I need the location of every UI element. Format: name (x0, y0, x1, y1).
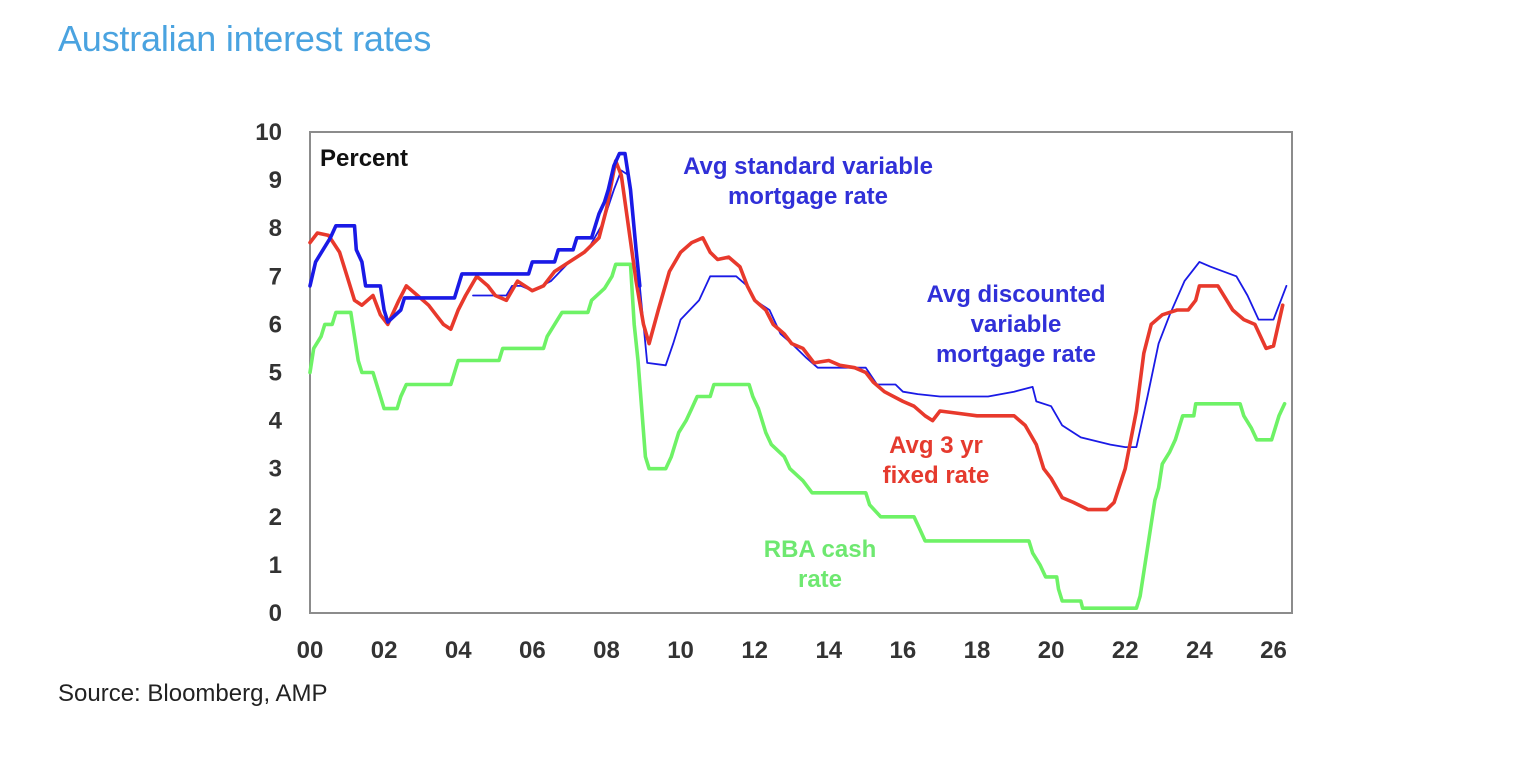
plot-frame (309, 131, 1293, 614)
y-tick-label: 4 (269, 408, 283, 435)
x-tick-label: 16 (890, 637, 917, 664)
series-label-avg-discounted-variable-mortgage-rate: Avg discounted variable mortgage rate (926, 281, 1105, 368)
series-line-avg-3-yr-fixed-rate (308, 159, 1285, 512)
page-title: Australian interest rates (58, 18, 432, 59)
series-lines (308, 151, 1288, 610)
x-tick-label: 26 (1260, 637, 1287, 664)
y-tick-label: 8 (269, 215, 282, 242)
x-tick-label: 04 (445, 637, 472, 664)
series-labels: Avg standard variable mortgage rate Avg di… (683, 153, 1106, 593)
y-tick-label: 3 (269, 456, 282, 483)
series-label-avg-3-yr-fixed-rate: Avg 3 yr fixed rate (883, 432, 990, 489)
y-tick-label: 2 (269, 504, 282, 531)
y-axis: 0 1 2 3 4 5 6 7 8 9 10 (255, 119, 282, 627)
x-tick-label: 22 (1112, 637, 1139, 664)
y-tick-label: 0 (269, 600, 282, 627)
x-tick-label: 14 (815, 637, 842, 664)
series-line-avg-discounted-variable-mortgage-rate (472, 169, 1288, 448)
series-line-avg-standard-variable-mortgage-rate (308, 151, 642, 324)
x-tick-label: 10 (667, 637, 694, 664)
x-axis: 00 02 04 06 08 10 12 14 16 18 20 22 24 26 (297, 637, 1287, 664)
series-label-rba-cash-rate: RBA cash rate (764, 536, 876, 593)
x-tick-label: 02 (371, 637, 398, 664)
y-tick-label: 9 (269, 167, 282, 194)
series-label-avg-standard-variable-mortgage-rate: Avg standard variable mortgage rate (683, 153, 933, 210)
y-tick-label: 7 (269, 263, 282, 290)
x-tick-label: 20 (1038, 637, 1065, 664)
y-tick-label: 1 (269, 552, 282, 579)
series-line-rba-cash-rate (308, 262, 1287, 610)
y-tick-label: 5 (269, 360, 282, 387)
x-tick-label: 12 (741, 637, 768, 664)
x-tick-label: 18 (964, 637, 991, 664)
x-tick-label: 24 (1186, 637, 1213, 664)
unit-label: Percent (320, 145, 408, 172)
x-tick-label: 06 (519, 637, 546, 664)
y-tick-label: 6 (269, 311, 282, 338)
source-note: Source: Bloomberg, AMP (58, 680, 328, 707)
x-tick-label: 00 (297, 637, 324, 664)
x-tick-label: 08 (593, 637, 620, 664)
y-tick-label: 10 (255, 119, 282, 146)
